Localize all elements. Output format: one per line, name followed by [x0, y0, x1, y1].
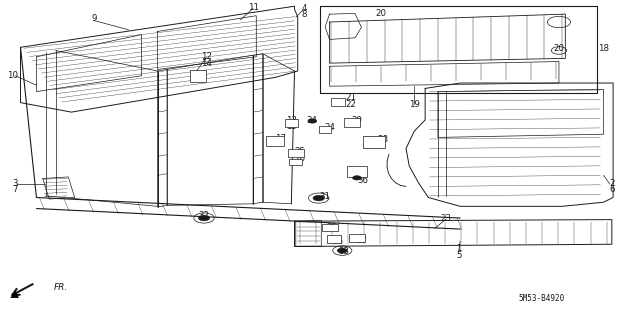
- Circle shape: [308, 119, 317, 123]
- Text: 5: 5: [456, 250, 461, 260]
- Bar: [363, 136, 385, 148]
- Bar: [288, 149, 304, 157]
- Text: 33: 33: [339, 247, 349, 256]
- Bar: [331, 98, 345, 106]
- Bar: [266, 136, 284, 146]
- Text: 35: 35: [326, 223, 337, 232]
- Text: 14: 14: [201, 59, 212, 68]
- Text: 24: 24: [324, 123, 335, 132]
- Bar: [289, 159, 302, 165]
- Bar: [344, 118, 360, 127]
- Text: 26: 26: [332, 237, 343, 246]
- Text: 20: 20: [554, 44, 564, 53]
- Text: FR.: FR.: [54, 283, 68, 292]
- Text: 4: 4: [301, 4, 307, 13]
- Circle shape: [353, 176, 362, 180]
- Text: 23: 23: [441, 214, 452, 224]
- Text: 36: 36: [358, 175, 369, 185]
- Text: 15: 15: [286, 122, 297, 131]
- Text: 18: 18: [598, 44, 609, 53]
- Circle shape: [198, 215, 210, 221]
- Circle shape: [337, 248, 348, 253]
- Bar: [327, 235, 341, 243]
- Bar: [189, 70, 205, 82]
- Text: 34: 34: [307, 116, 318, 125]
- Text: 19: 19: [409, 100, 420, 109]
- Text: 22: 22: [345, 100, 356, 109]
- Text: 10: 10: [7, 71, 19, 80]
- Bar: [319, 126, 331, 133]
- Circle shape: [313, 195, 324, 201]
- Bar: [349, 234, 365, 242]
- Text: 28: 28: [377, 136, 388, 145]
- Text: 5M53-B4920: 5M53-B4920: [518, 293, 565, 302]
- Text: 3: 3: [13, 179, 18, 188]
- Bar: [321, 224, 337, 232]
- Bar: [347, 166, 367, 177]
- Text: 7: 7: [13, 185, 18, 194]
- Text: 27: 27: [356, 236, 367, 245]
- Text: 12: 12: [201, 52, 212, 61]
- Text: 32: 32: [198, 211, 209, 220]
- Text: 16: 16: [294, 154, 305, 163]
- Text: 13: 13: [286, 115, 297, 124]
- Text: 1: 1: [456, 244, 461, 253]
- Text: 25: 25: [294, 147, 305, 156]
- Text: 20: 20: [375, 9, 386, 18]
- Text: 9: 9: [91, 14, 97, 23]
- Text: 2: 2: [609, 179, 614, 188]
- Text: 31: 31: [319, 192, 331, 201]
- Text: 17: 17: [275, 135, 286, 144]
- Bar: [285, 119, 298, 127]
- Text: 8: 8: [301, 10, 307, 19]
- Text: 30: 30: [356, 167, 367, 176]
- Text: 6: 6: [609, 185, 614, 194]
- Text: 11: 11: [248, 3, 259, 12]
- Text: 29: 29: [351, 115, 362, 124]
- Text: 21: 21: [345, 93, 356, 102]
